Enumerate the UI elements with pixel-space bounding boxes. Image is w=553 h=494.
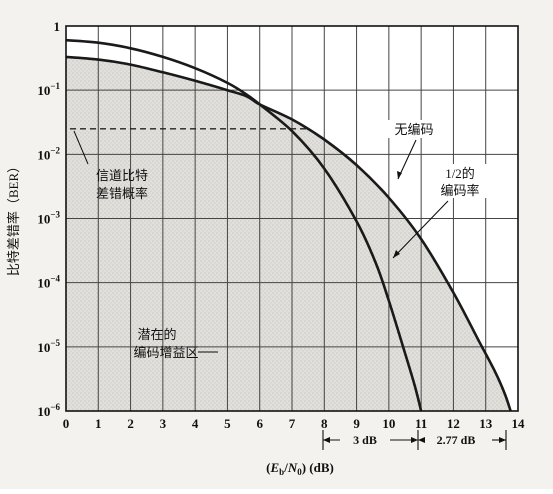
annotation-uncoded-label: 无编码 bbox=[394, 122, 433, 137]
annotation-rate-half-line2: 编码率 bbox=[440, 183, 479, 198]
annotation-rate-half-arrow bbox=[392, 200, 449, 259]
y-tick-label: 10−5 bbox=[37, 338, 60, 355]
x-axis-label-part-3: b bbox=[279, 467, 284, 477]
gap-arrow-right-icon bbox=[499, 437, 506, 443]
grid bbox=[66, 26, 518, 411]
annotation-rate-half-line1: 1/2的 bbox=[445, 166, 475, 181]
gap-markers: 3 dB 2.77 dB bbox=[322, 430, 507, 450]
annotation-channel-ber-pointer bbox=[73, 130, 89, 165]
x-tick-label: 1 bbox=[95, 416, 102, 431]
x-axis-label-part-7: ) (dB) bbox=[302, 460, 334, 475]
gap-3db-label: 3 dB bbox=[353, 433, 377, 447]
y-tick-label: 10−2 bbox=[37, 145, 60, 162]
plot-frame bbox=[65, 25, 519, 412]
y-tick-label: 10−3 bbox=[37, 210, 60, 227]
x-tick-label: 14 bbox=[512, 416, 526, 431]
arrowhead-2-icon bbox=[393, 250, 400, 258]
x-tick-label: 10 bbox=[382, 416, 395, 431]
x-tick-label: 7 bbox=[289, 416, 296, 431]
x-tick-label: 4 bbox=[192, 416, 199, 431]
annotation-channel-ber-line2: 差错概率 bbox=[96, 186, 148, 201]
annotation-coding-gain-line2: 编码增益区 bbox=[133, 345, 198, 360]
gap-arrow-mid-left-icon bbox=[418, 437, 425, 443]
gap-arrow-left-icon bbox=[323, 437, 330, 443]
x-tick-label: 2 bbox=[127, 416, 134, 431]
x-tick-label: 9 bbox=[353, 416, 360, 431]
y-tick-label: 1 bbox=[54, 19, 61, 34]
annotation-channel-ber-line1: 信道比特 bbox=[96, 168, 148, 183]
y-tick-labels: 1 10−1 10−2 10−3 10−4 10−5 10−6 bbox=[37, 19, 60, 419]
x-axis-label-part-5: N bbox=[287, 460, 298, 475]
annotation-uncoded-arrow bbox=[397, 139, 417, 180]
x-axis-label: (Eb/N0) (dB) bbox=[266, 460, 334, 477]
x-tick-label: 11 bbox=[415, 416, 427, 431]
y-tick-label: 10−6 bbox=[37, 402, 60, 419]
annotation-coding-gain-line1: 潜在的 bbox=[137, 327, 176, 342]
annotation-coding-gain: 潜在的 编码增益区 bbox=[133, 327, 218, 360]
arrowhead-1-icon bbox=[397, 171, 402, 179]
x-tick-label: 6 bbox=[256, 416, 263, 431]
x-tick-label: 5 bbox=[224, 416, 231, 431]
x-tick-label: 3 bbox=[160, 416, 167, 431]
x-axis-label-part-6: 0 bbox=[297, 467, 302, 477]
coding-gain-region bbox=[66, 56, 511, 412]
series-rate-half-curve bbox=[65, 38, 423, 412]
x-tick-label: 12 bbox=[447, 416, 460, 431]
x-tick-label: 8 bbox=[321, 416, 328, 431]
x-tick-label: 13 bbox=[479, 416, 493, 431]
gap-arrow-mid-right-icon bbox=[411, 437, 418, 443]
x-axis-label-part-1: ( bbox=[266, 460, 270, 475]
y-tick-label: 10−1 bbox=[37, 81, 60, 98]
x-tick-label: 0 bbox=[63, 416, 70, 431]
annotation-channel-ber: 信道比特 差错概率 bbox=[73, 130, 148, 201]
series-uncoded-curve bbox=[65, 55, 512, 412]
y-tick-label: 10−4 bbox=[37, 274, 60, 291]
x-axis-label-part-2: E bbox=[270, 460, 280, 475]
annotation-uncoded: 无编码 bbox=[388, 120, 440, 180]
annotation-rate-half: 1/2的 编码率 bbox=[392, 164, 490, 259]
x-tick-labels: 0 1 2 3 4 5 6 7 8 9 10 11 12 13 14 bbox=[63, 416, 525, 431]
x-axis-label-part-4: / bbox=[283, 460, 288, 475]
y-axis-label: 比特差错率（BER） bbox=[6, 160, 21, 276]
gap-277db-label: 2.77 dB bbox=[437, 433, 476, 447]
